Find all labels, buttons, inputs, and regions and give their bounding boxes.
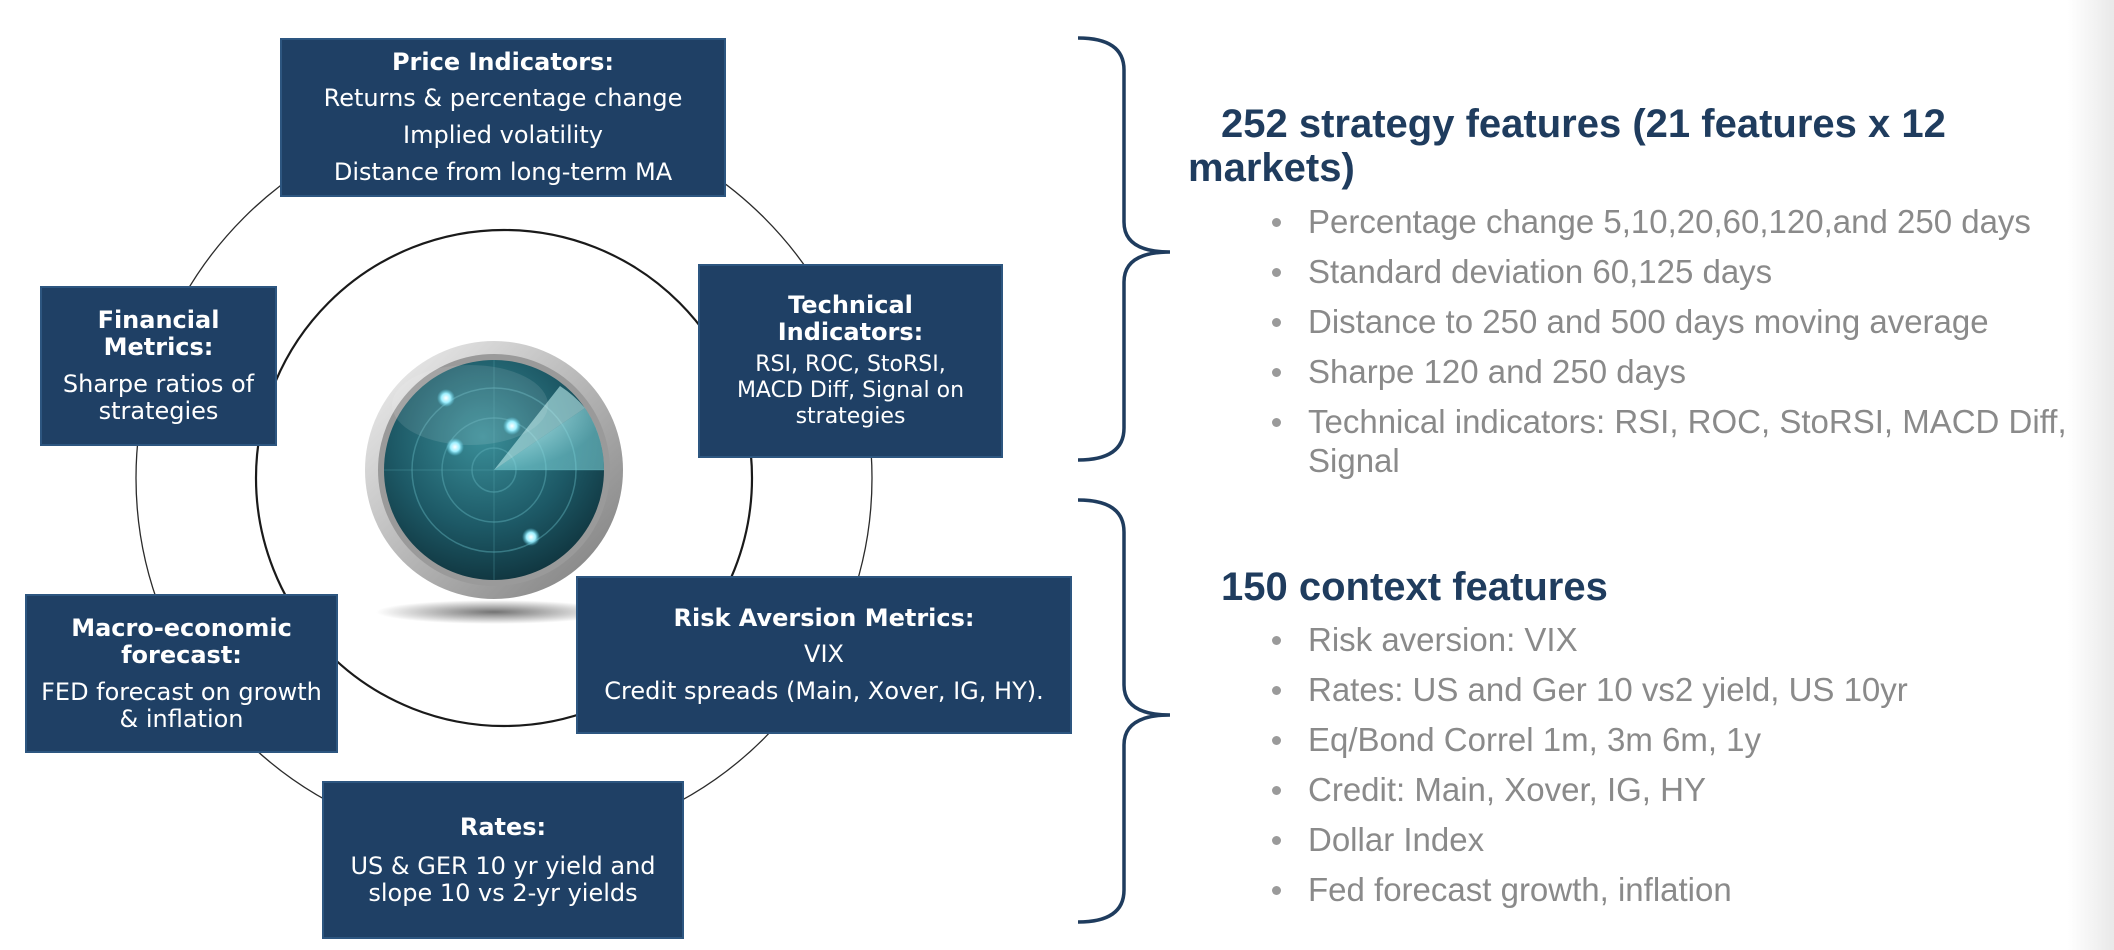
box-line: RSI, ROC, StoRSI, bbox=[755, 352, 946, 377]
macro-forecast-box: Macro-economic forecast: FED forecast on… bbox=[25, 594, 338, 753]
radar-icon bbox=[365, 341, 623, 624]
price-indicators-box: Price Indicators: Returns & percentage c… bbox=[280, 38, 726, 197]
box-line: Implied volatility bbox=[403, 121, 603, 149]
financial-metrics-box: Financial Metrics: Sharpe ratios of stra… bbox=[40, 286, 277, 446]
box-line: & inflation bbox=[119, 704, 244, 733]
box-title: Price Indicators: bbox=[391, 48, 615, 76]
list-item: Technical indicators: RSI, ROC, StoRSI, … bbox=[1268, 402, 2108, 480]
risk-aversion-box: Risk Aversion Metrics: VIX Credit spread… bbox=[576, 576, 1072, 734]
box-title: Financial bbox=[97, 306, 220, 334]
box-line: MACD Diff, Signal on bbox=[736, 378, 965, 403]
list-item: Dollar Index bbox=[1268, 820, 2108, 859]
box-line: US & GER 10 yr yield and bbox=[350, 851, 656, 880]
box-line: Distance from long-term MA bbox=[333, 158, 673, 186]
list-item: Risk aversion: VIX bbox=[1268, 620, 2108, 659]
heading-line: markets) bbox=[1188, 146, 1355, 190]
box-title: Technical bbox=[788, 291, 913, 319]
brace-strategy bbox=[1077, 36, 1171, 462]
list-item: Rates: US and Ger 10 vs2 yield, US 10yr bbox=[1268, 670, 2108, 709]
box-title: Indicators: bbox=[777, 318, 924, 346]
inner-ring bbox=[254, 228, 754, 728]
edge-shadow bbox=[2068, 0, 2114, 950]
list-item: Distance to 250 and 500 days moving aver… bbox=[1268, 302, 2108, 341]
box-line: Credit spreads (Main, Xover, IG, HY). bbox=[604, 677, 1044, 705]
strategy-features-list: Percentage change 5,10,20,60,120,and 250… bbox=[1268, 202, 2108, 491]
heading-line: 150 context features bbox=[1221, 565, 1608, 609]
heading-line: 252 strategy features (21 features x 12 bbox=[1221, 102, 1946, 146]
strategy-features-heading: 252 strategy features (21 features x 12 … bbox=[1188, 102, 2088, 190]
box-title: Metrics: bbox=[103, 333, 214, 361]
context-features-heading: 150 context features bbox=[1221, 565, 2101, 609]
box-line: strategies bbox=[98, 397, 219, 425]
box-line: slope 10 vs 2-yr yields bbox=[368, 878, 638, 907]
list-item: Fed forecast growth, inflation bbox=[1268, 870, 2108, 909]
context-features-list: Risk aversion: VIX Rates: US and Ger 10 … bbox=[1268, 620, 2108, 920]
box-line: VIX bbox=[804, 640, 844, 668]
list-item: Eq/Bond Correl 1m, 3m 6m, 1y bbox=[1268, 720, 2108, 759]
box-line: FED forecast on growth bbox=[41, 677, 322, 706]
box-title: Macro-economic bbox=[71, 613, 292, 642]
rates-box: Rates: US & GER 10 yr yield and slope 10… bbox=[322, 781, 684, 939]
list-item: Credit: Main, Xover, IG, HY bbox=[1268, 770, 2108, 809]
list-item: Sharpe 120 and 250 days bbox=[1268, 352, 2108, 391]
box-title: Risk Aversion Metrics: bbox=[673, 604, 975, 632]
list-item: Percentage change 5,10,20,60,120,and 250… bbox=[1268, 202, 2108, 241]
box-line: Sharpe ratios of bbox=[62, 370, 255, 398]
brace-context bbox=[1077, 498, 1171, 924]
box-title: Rates: bbox=[459, 812, 547, 841]
list-item: Standard deviation 60,125 days bbox=[1268, 252, 2108, 291]
box-title: forecast: bbox=[121, 640, 242, 669]
box-line: Returns & percentage change bbox=[323, 84, 683, 112]
box-line: strategies bbox=[795, 404, 906, 429]
technical-indicators-box: Technical Indicators: RSI, ROC, StoRSI, … bbox=[698, 264, 1003, 458]
